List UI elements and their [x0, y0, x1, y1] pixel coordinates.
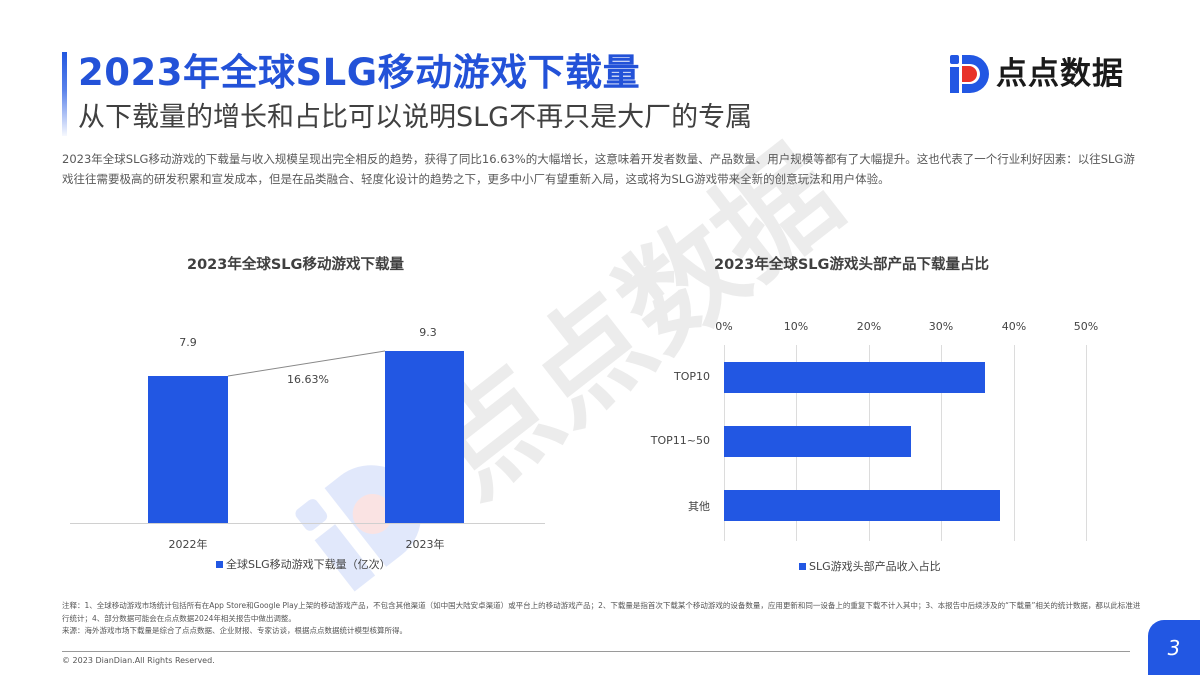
row-label-top11-50: TOP11~50 — [650, 434, 710, 447]
bar-top10 — [724, 362, 985, 393]
page-subtitle: 从下载量的增长和占比可以说明SLG不再只是大厂的专属 — [78, 102, 753, 133]
footnotes: 注释：1、全球移动游戏市场统计包括所有在App Store和Google Pla… — [62, 600, 1147, 638]
page-number: 3 — [1167, 635, 1181, 660]
brand-logo: 点点数据 — [948, 52, 1124, 96]
downloads-chart-title: 2023年全球SLG移动游戏下载量 — [187, 257, 404, 273]
category-label-2023: 2023年 — [405, 538, 445, 551]
gridline-40 — [1014, 345, 1015, 541]
description-paragraph: 2023年全球SLG移动游戏的下载量与收入规模呈现出完全相反的趋势，获得了同比1… — [62, 152, 1135, 186]
downloads-x-axis — [70, 523, 545, 524]
bar-top11-50 — [724, 426, 911, 457]
logo-text: 点点数据 — [996, 56, 1124, 92]
value-label-2023: 9.3 — [419, 326, 437, 339]
row-label-others: 其他 — [688, 500, 710, 513]
page-number-badge: 3 — [1148, 620, 1200, 675]
bar-2022 — [148, 376, 228, 523]
x-tick-50: 50% — [1073, 320, 1099, 333]
x-tick-20: 20% — [856, 320, 882, 333]
downloads-legend: 全球SLG移动游戏下载量（亿次） — [216, 556, 391, 572]
row-label-top10: TOP10 — [673, 370, 710, 383]
bar-2023 — [385, 351, 464, 523]
page-title: 2023年全球SLG移动游戏下载量 — [78, 51, 641, 94]
growth-rate-label: 16.63% — [287, 373, 329, 386]
category-label-2022: 2022年 — [168, 538, 208, 551]
value-label-2022: 7.9 — [179, 336, 197, 349]
x-tick-30: 30% — [928, 320, 954, 333]
x-tick-10: 10% — [783, 320, 809, 333]
x-tick-40: 40% — [1001, 320, 1027, 333]
legend-swatch-icon — [799, 562, 806, 570]
legend-swatch-icon — [216, 560, 223, 568]
footnote-source: 来源：海外游戏市场下载量是综合了点点数据、企业财报、专家访谈，根据点点数据统计模… — [62, 626, 407, 635]
gridline-50 — [1086, 345, 1087, 541]
downloads-legend-label: 全球SLG移动游戏下载量（亿次） — [226, 558, 391, 571]
footnote-notes: 注释：1、全球移动游戏市场统计包括所有在App Store和Google Pla… — [62, 601, 1141, 623]
gridline-30 — [941, 345, 942, 541]
bar-others — [724, 490, 1000, 521]
share-chart-title: 2023年全球SLG游戏头部产品下载量占比 — [714, 257, 989, 273]
title-accent-bar — [62, 52, 67, 136]
diandian-logo-icon — [948, 53, 990, 95]
share-legend: SLG游戏头部产品收入占比 — [799, 558, 941, 574]
footer-divider — [62, 651, 1130, 652]
x-tick-0: 0% — [715, 320, 733, 333]
share-legend-label: SLG游戏头部产品收入占比 — [809, 560, 941, 573]
copyright: © 2023 DianDian.All Rights Reserved. — [62, 656, 215, 665]
